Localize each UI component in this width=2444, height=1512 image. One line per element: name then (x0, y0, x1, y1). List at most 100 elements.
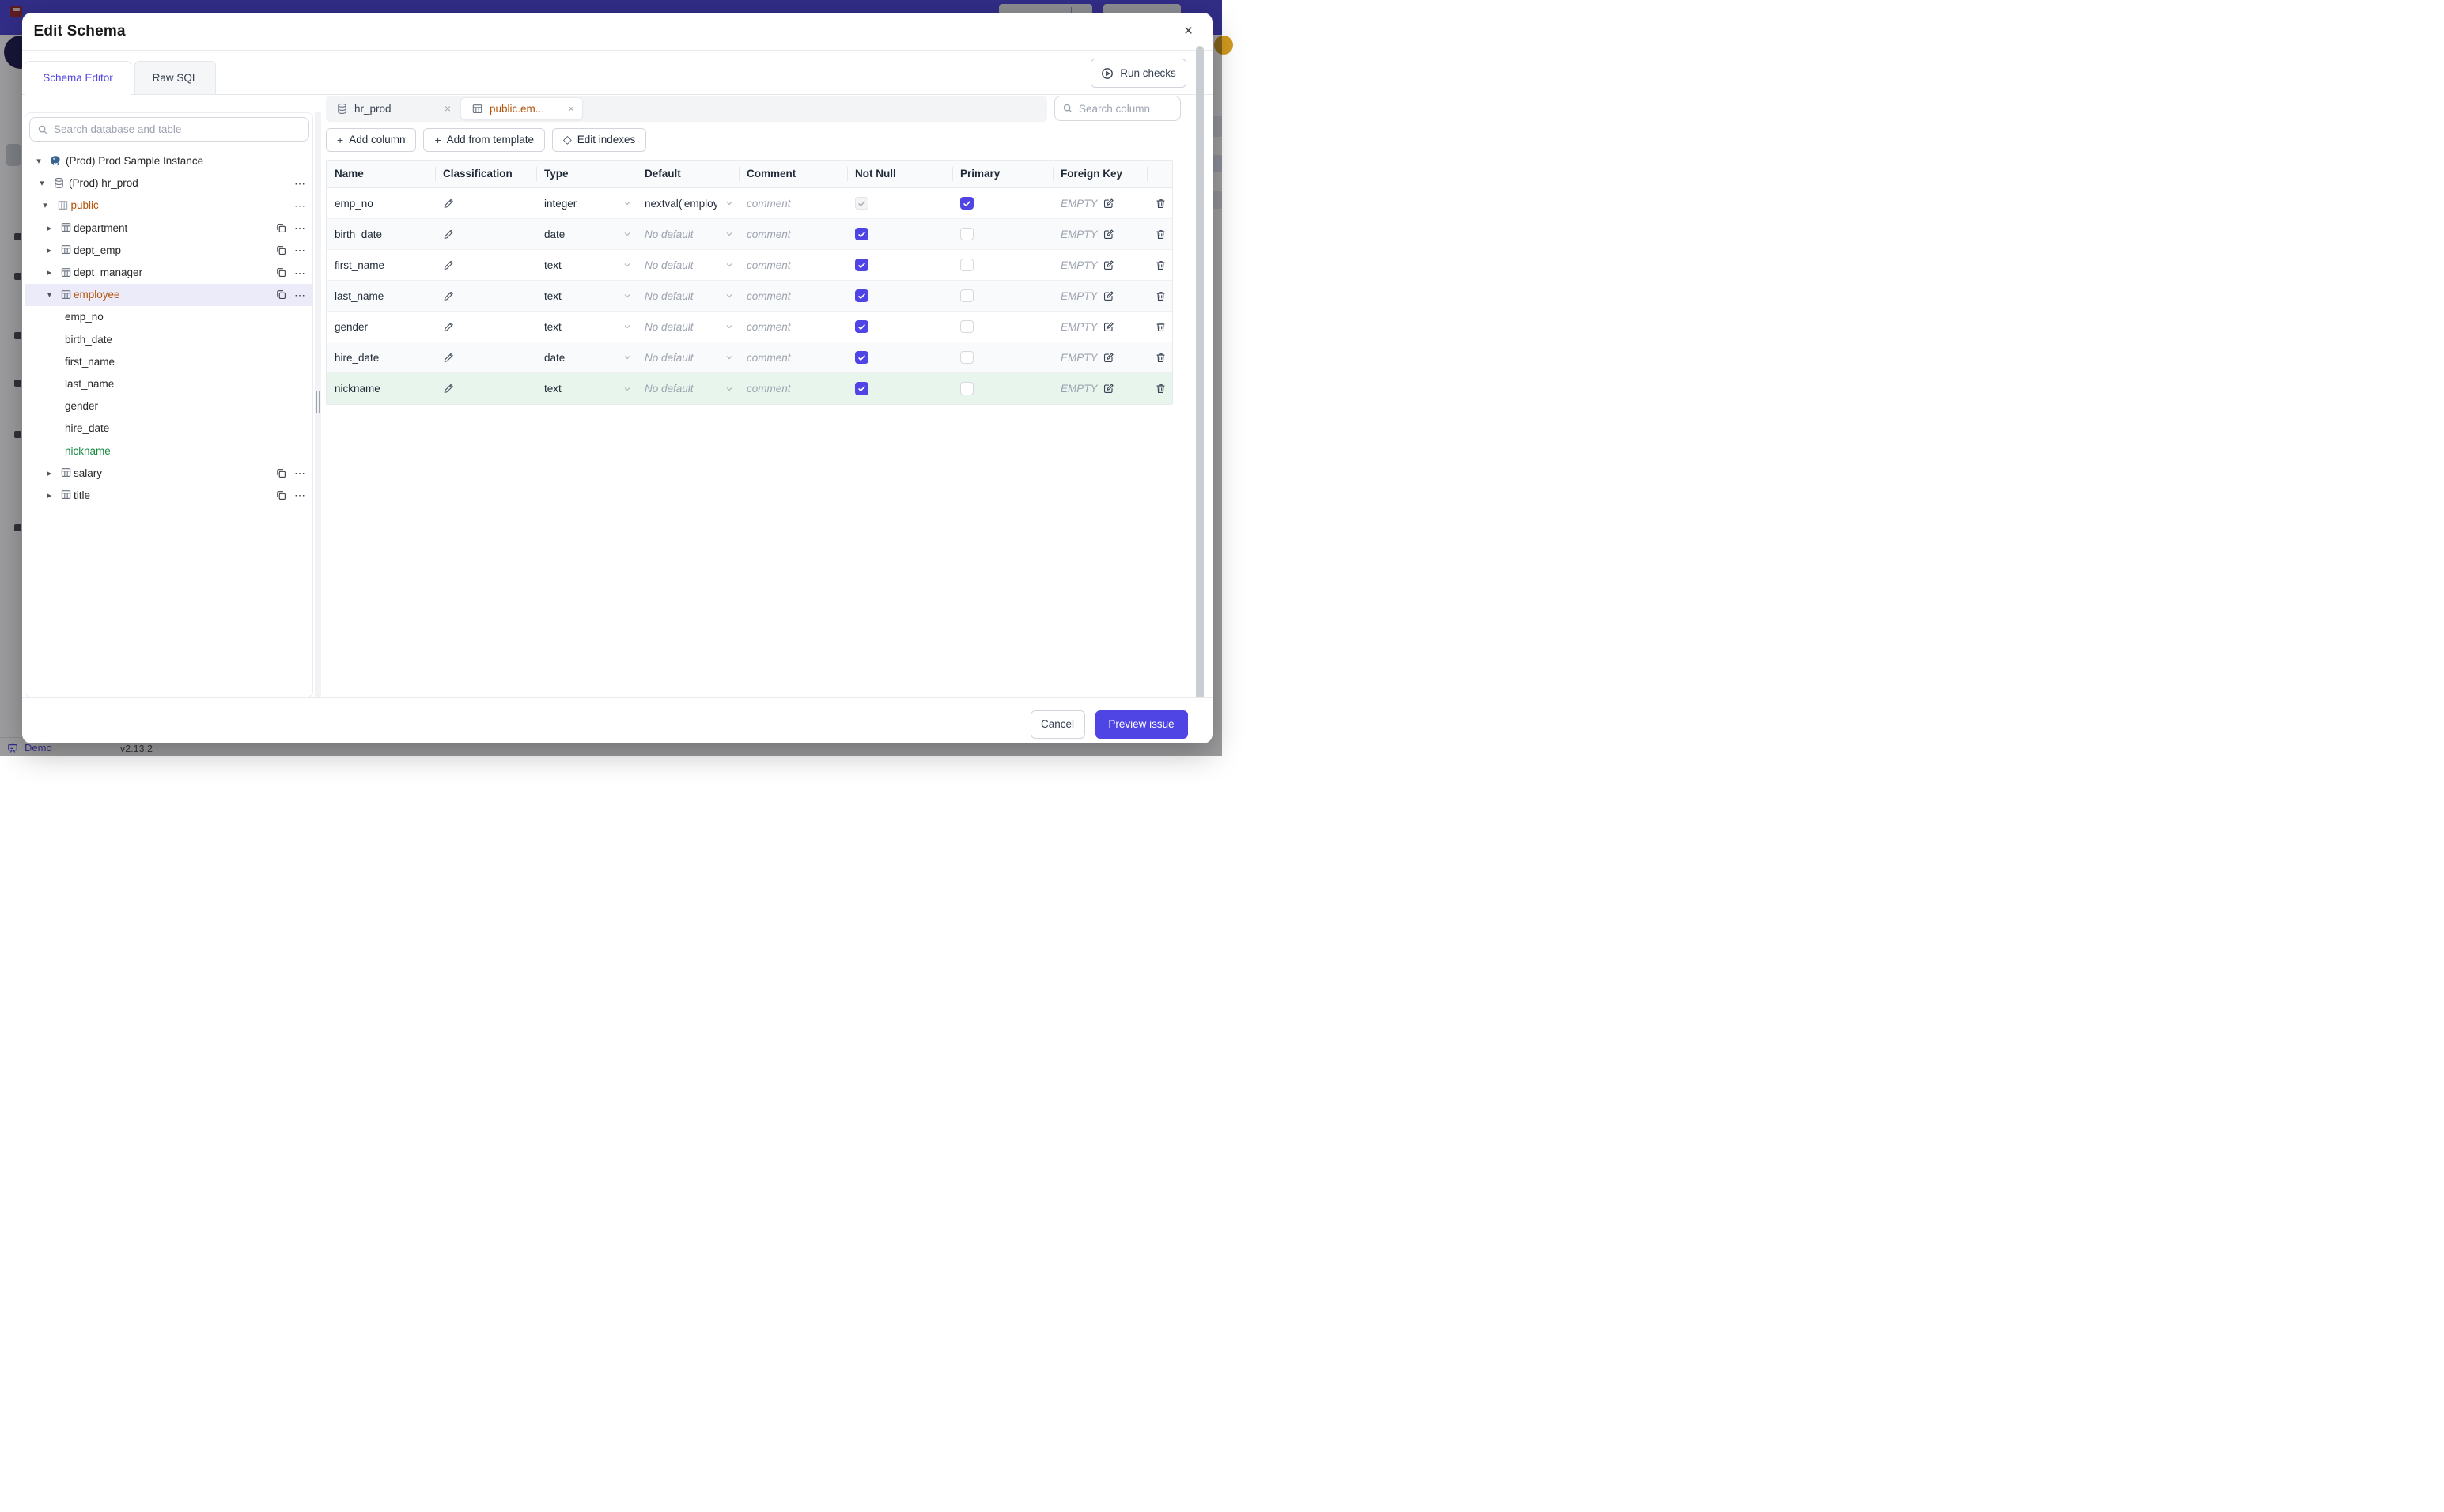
edit-icon[interactable] (1103, 383, 1114, 395)
column-name-cell[interactable]: gender (335, 320, 369, 333)
caret-right-icon[interactable]: ▸ (47, 245, 52, 255)
primary-checkbox[interactable] (960, 196, 974, 210)
foreign-key-cell[interactable]: EMPTY (1053, 198, 1147, 210)
type-select[interactable]: date (536, 352, 637, 364)
not-null-checkbox[interactable] (855, 227, 868, 241)
classification-cell[interactable] (435, 383, 536, 395)
type-select[interactable]: date (536, 229, 637, 240)
comment-cell[interactable]: comment (739, 229, 847, 240)
add-column-button[interactable]: + Add column (326, 127, 417, 152)
edit-icon[interactable] (1103, 321, 1114, 333)
foreign-key-cell[interactable]: EMPTY (1053, 321, 1147, 333)
primary-checkbox[interactable] (960, 227, 974, 241)
pencil-icon[interactable] (443, 198, 455, 210)
close-icon[interactable]: × (1179, 22, 1198, 41)
comment-cell[interactable]: comment (739, 259, 847, 271)
default-select[interactable]: No default (637, 321, 739, 333)
add-from-template-button[interactable]: + Add from template (423, 127, 545, 152)
edit-icon[interactable] (1103, 259, 1114, 271)
tree-item-public[interactable]: ▾ public ⋯ (25, 195, 312, 217)
comment-cell[interactable]: comment (739, 321, 847, 333)
tree-column-hire-date[interactable]: hire_date (25, 418, 312, 440)
editor-tab-hr-prod[interactable]: hr_prod × (326, 97, 459, 120)
tree-item--prod-hr-prod[interactable]: ▾ (Prod) hr_prod ⋯ (25, 172, 312, 195)
caret-down-icon[interactable]: ▾ (40, 179, 44, 189)
copy-icon[interactable] (275, 289, 287, 301)
copy-table-button[interactable] (275, 266, 287, 278)
foreign-key-cell[interactable]: EMPTY (1053, 259, 1147, 271)
more-menu-icon[interactable]: ⋯ (294, 198, 306, 212)
pencil-icon[interactable] (443, 259, 455, 271)
tree-column-first-name[interactable]: first_name (25, 350, 312, 372)
delete-column-button[interactable] (1147, 290, 1172, 302)
not-null-checkbox[interactable] (855, 382, 868, 395)
more-menu-icon[interactable]: ⋯ (294, 288, 306, 301)
column-name-cell[interactable]: emp_no (335, 197, 373, 210)
edit-icon[interactable] (1103, 352, 1114, 364)
comment-cell[interactable]: comment (739, 383, 847, 395)
tree-column-birth-date[interactable]: birth_date (25, 328, 312, 350)
classification-cell[interactable] (435, 290, 536, 302)
caret-right-icon[interactable]: ▸ (47, 490, 52, 501)
delete-column-button[interactable] (1147, 321, 1172, 333)
trash-icon[interactable] (1155, 383, 1167, 395)
caret-right-icon[interactable]: ▸ (47, 268, 52, 278)
type-select[interactable]: text (536, 383, 637, 395)
trash-icon[interactable] (1155, 229, 1167, 240)
classification-cell[interactable] (435, 321, 536, 333)
edit-indexes-button[interactable]: ◇ Edit indexes (551, 127, 647, 152)
comment-cell[interactable]: comment (739, 198, 847, 210)
foreign-key-cell[interactable]: EMPTY (1053, 383, 1147, 395)
tree-search-input[interactable] (54, 123, 301, 135)
caret-down-icon[interactable]: ▾ (36, 157, 41, 167)
copy-icon[interactable] (275, 266, 287, 278)
default-select[interactable]: nextval('employ (637, 198, 739, 210)
tree-column-last-name[interactable]: last_name (25, 372, 312, 395)
copy-table-button[interactable] (275, 490, 287, 501)
delete-column-button[interactable] (1147, 259, 1172, 271)
column-name-cell[interactable]: last_name (335, 289, 384, 302)
trash-icon[interactable] (1155, 198, 1167, 210)
type-select[interactable]: text (536, 259, 637, 271)
panel-resize-handle[interactable] (314, 112, 321, 697)
tree-item-title[interactable]: ▸ title ⋯ (25, 484, 312, 506)
primary-checkbox[interactable] (960, 382, 974, 395)
copy-icon[interactable] (275, 222, 287, 234)
tree-item-dept-emp[interactable]: ▸ dept_emp ⋯ (25, 239, 312, 261)
default-select[interactable]: No default (637, 290, 739, 302)
delete-column-button[interactable] (1147, 229, 1172, 240)
copy-icon[interactable] (275, 467, 287, 479)
copy-table-button[interactable] (275, 244, 287, 256)
pencil-icon[interactable] (443, 321, 455, 333)
editor-tab-public-em-[interactable]: public.em... × (460, 97, 584, 120)
foreign-key-cell[interactable]: EMPTY (1053, 229, 1147, 240)
foreign-key-cell[interactable]: EMPTY (1053, 290, 1147, 302)
edit-icon[interactable] (1103, 290, 1114, 302)
caret-right-icon[interactable]: ▸ (47, 223, 52, 233)
type-select[interactable]: text (536, 290, 637, 302)
preview-issue-button[interactable]: Preview issue (1095, 709, 1188, 739)
tree-item--prod-prod-sample-instance[interactable]: ▾ (Prod) Prod Sample Instance (25, 150, 312, 172)
comment-cell[interactable]: comment (739, 290, 847, 302)
tree-column-emp-no[interactable]: emp_no (25, 306, 312, 328)
type-select[interactable]: integer (536, 198, 637, 210)
more-menu-icon[interactable]: ⋯ (294, 266, 306, 279)
default-select[interactable]: No default (637, 352, 739, 364)
run-checks-button[interactable]: Run checks (1091, 59, 1186, 88)
copy-icon[interactable] (275, 490, 287, 501)
caret-right-icon[interactable]: ▸ (47, 468, 52, 478)
classification-cell[interactable] (435, 229, 536, 240)
tree-item-employee[interactable]: ▾ employee ⋯ (25, 283, 312, 306)
default-select[interactable]: No default (637, 383, 739, 395)
more-menu-icon[interactable]: ⋯ (294, 467, 306, 480)
foreign-key-cell[interactable]: EMPTY (1053, 352, 1147, 364)
caret-down-icon[interactable]: ▾ (43, 201, 47, 211)
tab-raw-sql[interactable]: Raw SQL (134, 61, 216, 95)
column-name-cell[interactable]: birth_date (335, 228, 383, 240)
not-null-checkbox[interactable] (855, 289, 868, 303)
copy-table-button[interactable] (275, 222, 287, 234)
not-null-checkbox[interactable] (855, 319, 868, 334)
column-search-input[interactable] (1079, 102, 1158, 115)
pencil-icon[interactable] (443, 229, 455, 240)
primary-checkbox[interactable] (960, 258, 974, 272)
